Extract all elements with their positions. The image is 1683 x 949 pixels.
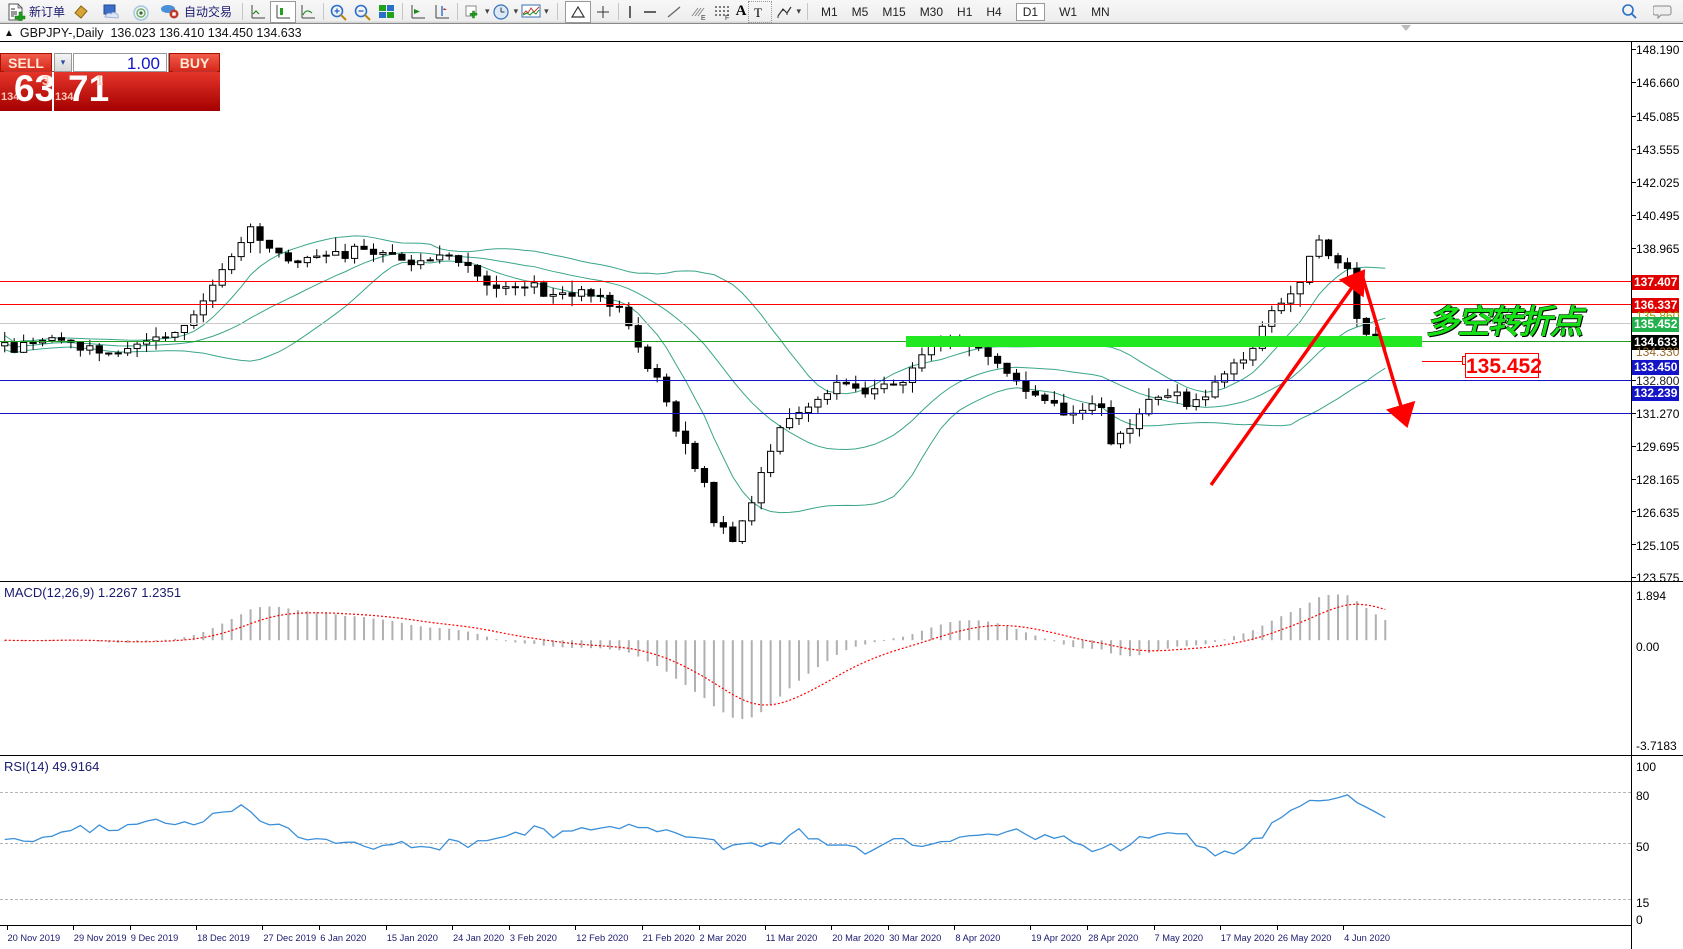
svg-text:T: T <box>754 5 762 20</box>
svg-text:F: F <box>725 15 729 21</box>
svg-text:E: E <box>701 15 706 21</box>
